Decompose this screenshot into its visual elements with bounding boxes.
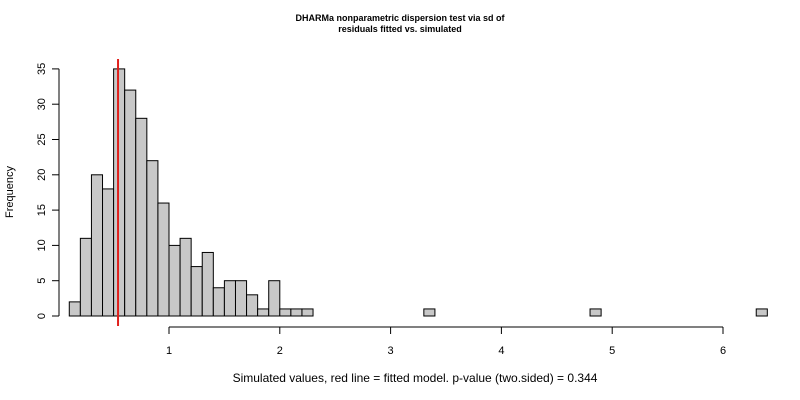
chart-title-line-2: residuals fitted vs. simulated bbox=[338, 24, 462, 34]
histogram-bar bbox=[223, 280, 236, 317]
y-tick-label: 10 bbox=[36, 239, 48, 251]
histogram-bar bbox=[168, 244, 181, 317]
histogram-bar bbox=[68, 301, 81, 317]
histogram-bar bbox=[146, 160, 159, 317]
histogram-bar bbox=[234, 280, 248, 317]
histogram-bar bbox=[79, 237, 92, 317]
histogram-bar bbox=[212, 287, 225, 317]
y-tick-label: 35 bbox=[36, 63, 48, 75]
histogram-bar bbox=[102, 188, 115, 317]
y-tick-label: 5 bbox=[36, 278, 48, 284]
histogram-bar bbox=[179, 237, 192, 317]
histogram-bar bbox=[190, 266, 203, 317]
histogram-bar bbox=[201, 251, 214, 317]
x-tick-label: 3 bbox=[388, 345, 394, 357]
histogram-bar bbox=[268, 280, 281, 317]
histogram-bar bbox=[755, 308, 768, 317]
x-axis: 1 2 3 4 5 6 bbox=[166, 326, 726, 357]
histogram-bar bbox=[423, 308, 436, 317]
y-tick-label: 25 bbox=[36, 133, 48, 145]
histogram-bar bbox=[113, 68, 126, 317]
y-axis: 0 5 10 15 20 25 30 35 bbox=[36, 63, 60, 319]
chart-title-line-1: DHARMa nonparametric dispersion test via… bbox=[295, 13, 505, 23]
histogram-bars bbox=[68, 68, 768, 317]
x-tick-label: 4 bbox=[498, 345, 504, 357]
y-axis-label: Frequency bbox=[4, 166, 16, 218]
histogram-bar bbox=[124, 89, 137, 317]
y-tick-label: 0 bbox=[36, 313, 48, 319]
x-tick-label: 6 bbox=[720, 345, 726, 357]
histogram-bar bbox=[135, 117, 148, 317]
histogram-bar bbox=[589, 308, 602, 317]
histogram-bar bbox=[90, 174, 104, 317]
histogram-bar bbox=[279, 308, 292, 317]
histogram-bar bbox=[157, 202, 170, 317]
histogram-bar bbox=[290, 308, 303, 317]
y-tick-label: 15 bbox=[36, 204, 48, 216]
histogram-bar bbox=[301, 308, 314, 317]
x-tick-label: 1 bbox=[166, 345, 172, 357]
histogram-bar bbox=[257, 308, 270, 317]
x-tick-label: 2 bbox=[277, 345, 283, 357]
x-tick-label: 5 bbox=[609, 345, 615, 357]
x-axis-label: Simulated values, red line = fitted mode… bbox=[232, 371, 598, 385]
y-tick-label: 30 bbox=[36, 98, 48, 110]
histogram-bar bbox=[246, 294, 259, 317]
y-tick-label: 20 bbox=[36, 169, 48, 181]
